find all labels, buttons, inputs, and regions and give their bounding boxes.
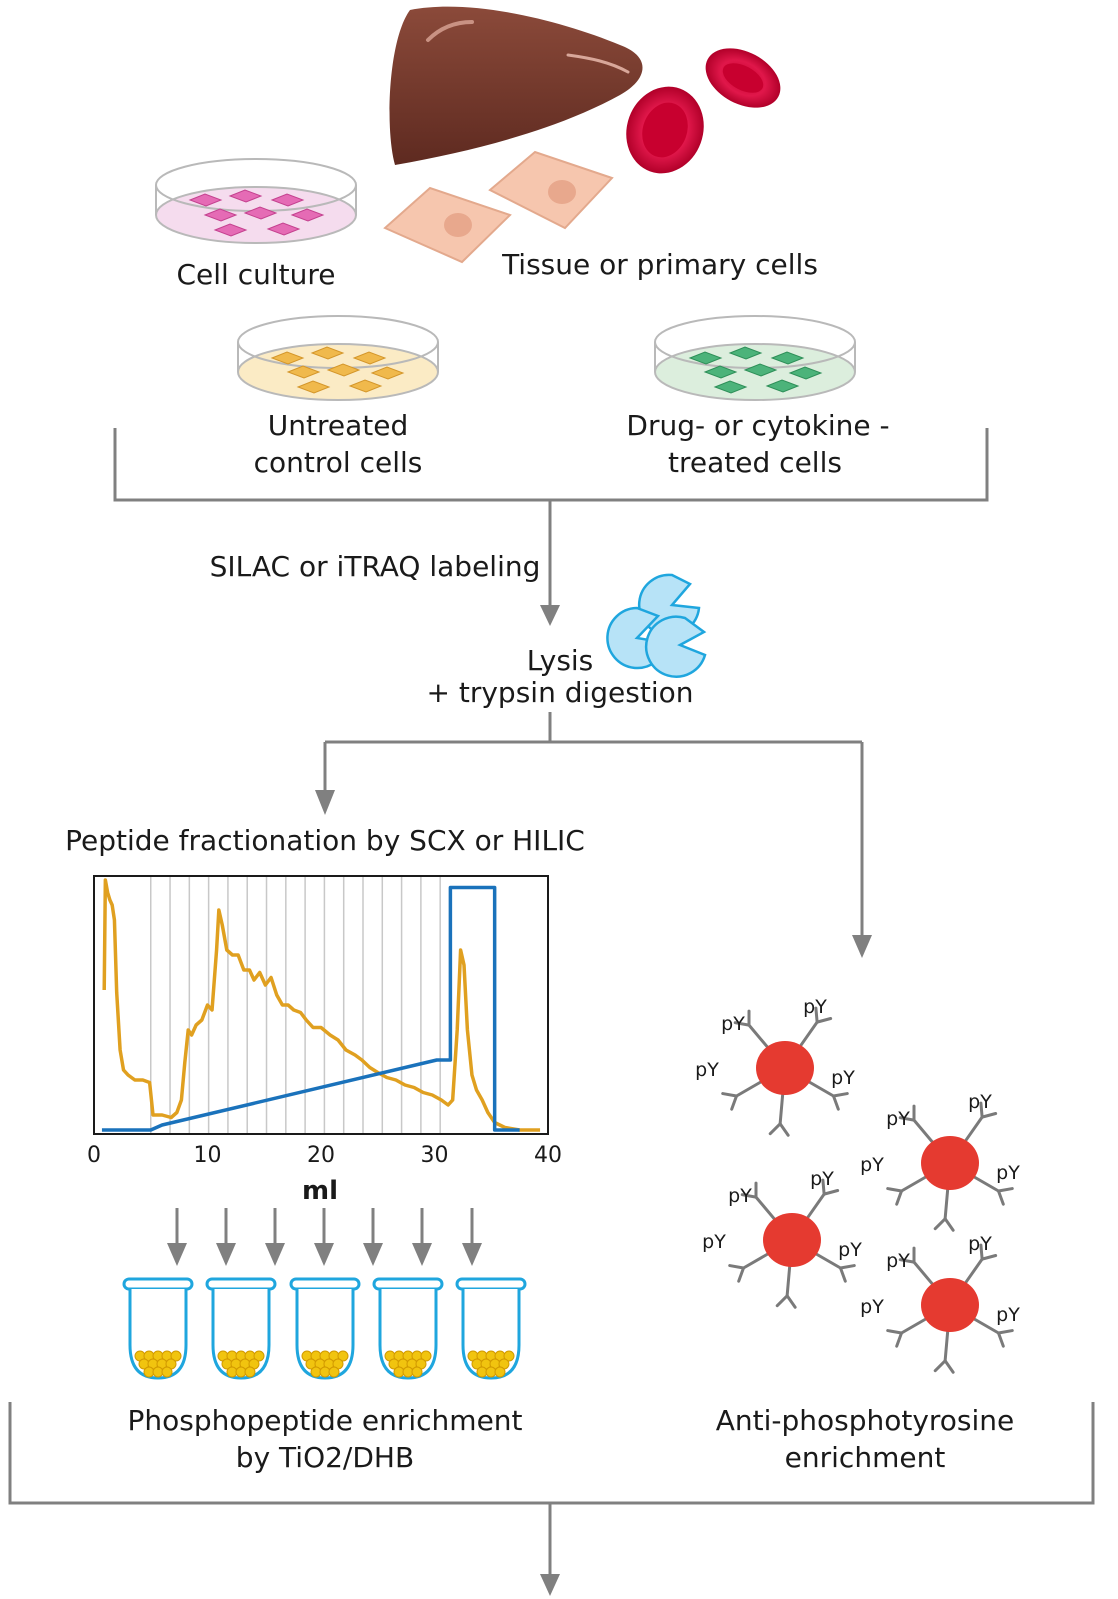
- antipy-label-line2: enrichment: [785, 1441, 946, 1474]
- py-label: pY: [886, 1108, 910, 1130]
- fractionation-chart: 0 10 20 30 40 ml: [87, 875, 562, 1206]
- antibody-bead-icon: pY pY pY pY: [860, 1091, 1020, 1232]
- liver-icon: [389, 6, 643, 166]
- py-label: pY: [721, 1013, 745, 1035]
- x-axis-ticks: 0 10 20 30 40: [87, 1143, 562, 1168]
- x-tick-label: 0: [87, 1143, 101, 1168]
- red-blood-cell-icon: [626, 86, 704, 174]
- arrow-down-icon: [167, 1243, 187, 1266]
- py-label: pY: [860, 1154, 884, 1176]
- py-label: pY: [968, 1091, 992, 1113]
- phospho-label-line2: by TiO2/DHB: [236, 1441, 414, 1474]
- untreated-dish-icon: [237, 315, 439, 401]
- py-label: pY: [831, 1067, 855, 1089]
- untreated-label-line2: control cells: [254, 446, 423, 479]
- lysis-label-line2: + trypsin digestion: [427, 676, 694, 709]
- arrow-down-icon: [540, 605, 560, 626]
- x-tick-label: 20: [307, 1143, 335, 1168]
- cell-culture-label: Cell culture: [176, 258, 335, 291]
- x-tick-label: 30: [421, 1143, 449, 1168]
- antipy-label-line1: Anti-phosphotyrosine: [716, 1404, 1015, 1437]
- fraction-arrows: [167, 1208, 482, 1266]
- x-tick-label: 10: [194, 1143, 222, 1168]
- antibody-bead-icon: pY pY pY pY: [702, 1168, 862, 1309]
- lysis-label-line1: Lysis: [527, 644, 594, 677]
- py-label: pY: [803, 996, 827, 1018]
- fractionation-label: Peptide fractionation by SCX or HILIC: [65, 824, 585, 857]
- primary-cell-icon: [488, 150, 614, 230]
- antiphosphotyrosine-beads: pY pY pY pY pY pY pY pY pY pY pY pY pY pY pY pY: [695, 996, 1020, 1374]
- treated-label-line1: Drug- or cytokine -: [626, 409, 889, 442]
- tissue-label: Tissue or primary cells: [501, 248, 818, 281]
- chart-series-layer: [101, 878, 541, 1132]
- trypsin-enzyme-icon: [606, 573, 707, 678]
- labeling-label: SILAC or iTRAQ labeling: [210, 550, 541, 583]
- arrow-down-icon: [412, 1243, 432, 1266]
- enrichment-tube-icon: [289, 1277, 361, 1380]
- cell-culture-dish-icon: [155, 158, 357, 244]
- py-label: pY: [695, 1059, 719, 1081]
- treated-label-line2: treated cells: [668, 446, 842, 479]
- enrichment-tube-icon: [205, 1277, 277, 1380]
- py-label: pY: [996, 1162, 1020, 1184]
- enrichment-tube-icon: [122, 1277, 194, 1380]
- py-label: pY: [860, 1296, 884, 1318]
- arrow-down-icon: [265, 1243, 285, 1266]
- py-label: pY: [702, 1231, 726, 1253]
- antibody-bead-icon: pY pY pY pY: [860, 1233, 1020, 1374]
- treated-dish-icon: [654, 315, 856, 401]
- primary-cell-icon: [383, 186, 512, 264]
- untreated-label-line1: Untreated: [268, 409, 408, 442]
- arrow-down-icon: [314, 1243, 334, 1266]
- enrichment-tube-icon: [455, 1277, 527, 1380]
- enrichment-tubes: [122, 1277, 527, 1380]
- arrow-down-icon: [462, 1243, 482, 1266]
- phospho-label-line1: Phosphopeptide enrichment: [127, 1404, 522, 1437]
- arrow-down-icon: [363, 1243, 383, 1266]
- arrow-down-icon: [540, 1574, 560, 1596]
- py-label: pY: [886, 1250, 910, 1272]
- red-blood-cell-icon: [705, 48, 781, 108]
- absorbance-trace-line: [102, 878, 541, 1132]
- gradient-trace-line: [101, 885, 520, 1132]
- arrow-down-icon: [852, 935, 872, 958]
- split-bracket: [323, 712, 864, 940]
- py-label: pY: [728, 1185, 752, 1207]
- py-label: pY: [968, 1233, 992, 1255]
- x-tick-label: 40: [534, 1143, 562, 1168]
- py-label: pY: [838, 1239, 862, 1261]
- py-label: pY: [810, 1168, 834, 1190]
- enrichment-tube-icon: [372, 1277, 444, 1380]
- arrow-down-icon: [315, 790, 335, 815]
- x-axis-title: ml: [302, 1176, 338, 1206]
- py-label: pY: [996, 1304, 1020, 1326]
- arrow-down-icon: [216, 1243, 236, 1266]
- antibody-bead-icon: pY pY pY pY: [695, 996, 855, 1137]
